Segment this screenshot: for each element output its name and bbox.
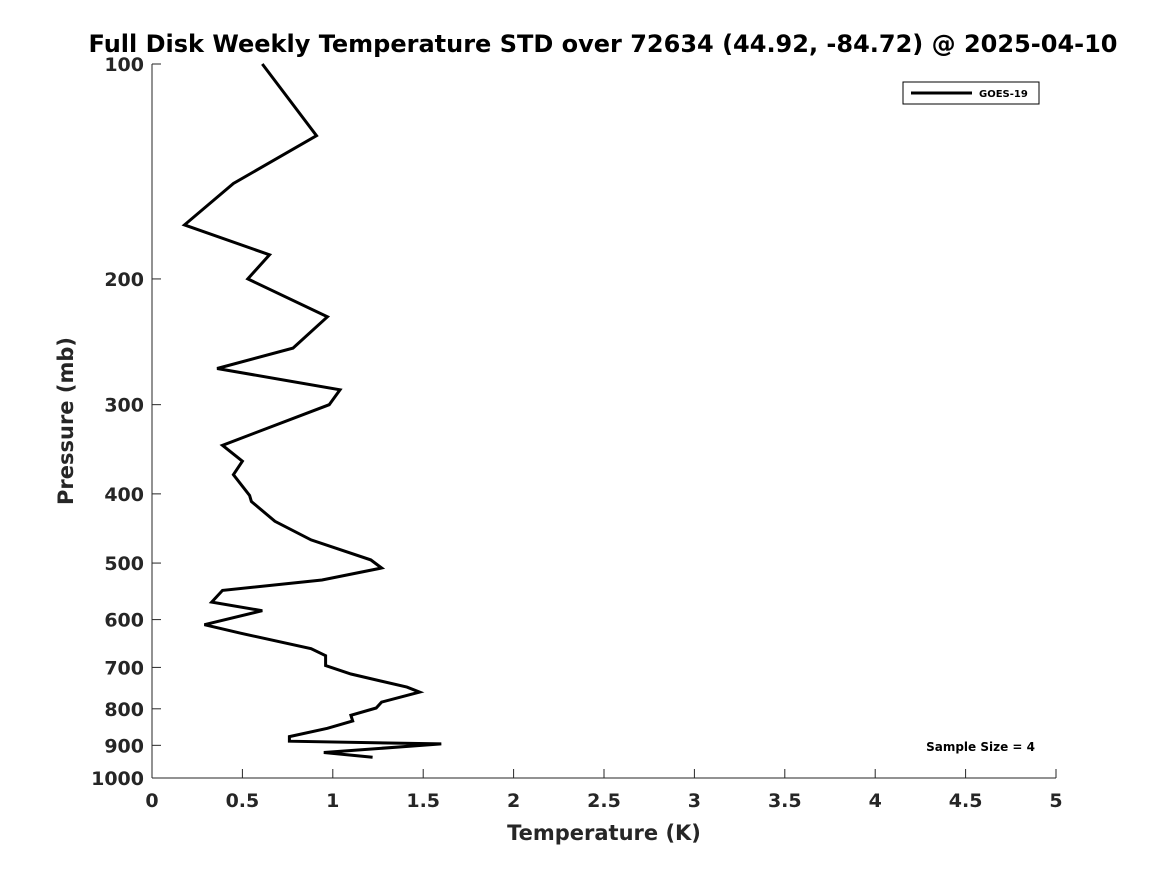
y-tick-label: 600	[104, 610, 144, 632]
x-tick-label: 3.5	[768, 790, 802, 812]
plot-area: 0 0.5 1 1.5 2 2.5 3 3.5 4 4.5 5 100 200 300 400 500 600…	[91, 54, 1063, 812]
x-tick-label: 1	[326, 790, 339, 812]
x-tick-label: 2	[507, 790, 520, 812]
y-tick-label: 900	[104, 735, 144, 757]
y-tick-label: 700	[104, 657, 144, 679]
y-tick-label: 500	[104, 553, 144, 575]
x-tick-label: 2.5	[587, 790, 621, 812]
x-tick-label: 4.5	[949, 790, 983, 812]
x-ticks: 0 0.5 1 1.5 2 2.5 3 3.5 4 4.5 5	[145, 769, 1063, 812]
y-tick-label: 400	[104, 484, 144, 506]
x-tick-label: 3	[688, 790, 701, 812]
y-ticks: 100 200 300 400 500 600 700 800 900 1000	[91, 54, 161, 790]
y-tick-label: 1000	[91, 768, 144, 790]
y-tick-label: 100	[104, 54, 144, 76]
y-tick-label: 800	[104, 699, 144, 721]
x-tick-label: 5	[1049, 790, 1062, 812]
legend-label: GOES-19	[979, 89, 1028, 100]
y-axis-label: Pressure (mb)	[54, 337, 78, 505]
x-tick-label: 0	[145, 790, 158, 812]
x-tick-label: 0.5	[226, 790, 260, 812]
x-axis-label: Temperature (K)	[507, 821, 701, 845]
x-tick-label: 4	[869, 790, 882, 812]
sample-size-annotation: Sample Size = 4	[926, 740, 1035, 754]
series-line-goes-19	[181, 63, 442, 759]
y-tick-label: 300	[104, 395, 144, 417]
x-tick-label: 1.5	[406, 790, 440, 812]
legend: GOES-19	[902, 81, 1040, 105]
chart-title: Full Disk Weekly Temperature STD over 72…	[89, 30, 1118, 58]
y-tick-label: 200	[104, 269, 144, 291]
